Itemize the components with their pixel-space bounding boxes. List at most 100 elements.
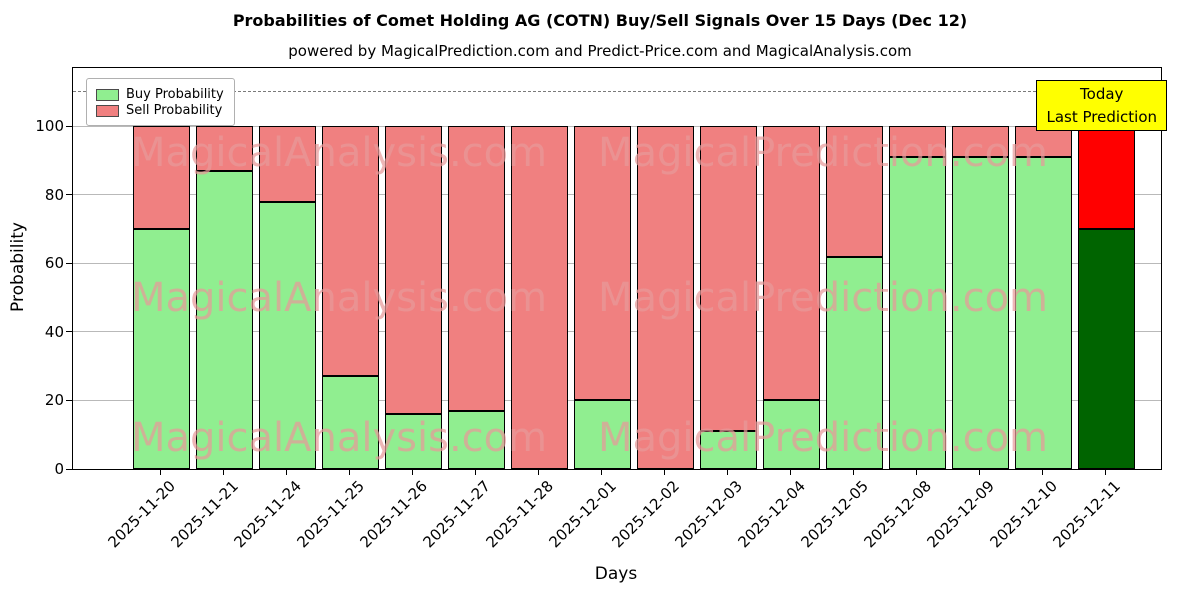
sell-segment-2025-12-08 [888, 126, 946, 158]
chart-subtitle: powered by MagicalPrediction.com and Pre… [288, 42, 912, 60]
bar-2025-11-25 [321, 126, 379, 469]
x-tick-mark-2025-11-20 [159, 470, 161, 475]
legend-item-buy: Buy Probability [96, 87, 224, 102]
bar-2025-12-10 [1014, 126, 1072, 469]
x-tick-label-2025-12-03: 2025-12-03 [671, 477, 746, 552]
bar-2025-11-21 [195, 126, 253, 469]
bar-2025-11-27 [447, 126, 505, 469]
bar-2025-11-26 [384, 126, 442, 469]
y-tick-label-20: 20 [44, 391, 64, 410]
sell-segment-2025-12-04 [762, 126, 820, 401]
x-tick-mark-2025-11-26 [411, 470, 413, 475]
sell-segment-2025-12-03 [699, 126, 757, 432]
y-tick-mark-60 [66, 262, 72, 264]
legend-item-sell: Sell Probability [96, 103, 224, 118]
bar-2025-12-01 [573, 126, 631, 469]
bar-2025-12-09 [951, 126, 1009, 469]
buy-segment-2025-12-04 [762, 400, 820, 469]
sell-segment-2025-11-21 [195, 126, 253, 171]
buy-probability-swatch [96, 88, 119, 101]
y-tick-label-60: 60 [44, 254, 64, 273]
x-tick-mark-2025-11-25 [348, 470, 350, 475]
buy-segment-2025-11-25 [321, 376, 379, 469]
x-tick-label-2025-12-01: 2025-12-01 [545, 477, 620, 552]
x-tick-mark-2025-12-09 [978, 470, 980, 475]
x-tick-label-2025-11-25: 2025-11-25 [293, 477, 368, 552]
y-tick-mark-40 [66, 331, 72, 333]
sell-segment-2025-12-05 [825, 126, 883, 257]
today-annotation: Today Last Prediction [1036, 80, 1167, 131]
sell-probability-swatch [96, 104, 119, 117]
sell-segment-2025-11-27 [447, 126, 505, 411]
sell-segment-2025-12-09 [951, 126, 1009, 158]
x-tick-label-2025-11-27: 2025-11-27 [419, 477, 494, 552]
sell-segment-2025-11-24 [258, 126, 316, 202]
bar-2025-11-20 [132, 126, 190, 469]
bar-2025-12-05 [825, 126, 883, 469]
x-axis-label: Days [594, 564, 638, 584]
x-tick-label-2025-12-08: 2025-12-08 [860, 477, 935, 552]
x-tick-label-2025-11-28: 2025-11-28 [482, 477, 557, 552]
sell-segment-2025-11-25 [321, 126, 379, 377]
sell-segment-2025-12-02 [636, 126, 694, 469]
bar-2025-12-02 [636, 126, 694, 469]
sell-segment-2025-11-20 [132, 126, 190, 230]
x-tick-mark-2025-11-24 [285, 470, 287, 475]
legend-label-buy: Buy Probability [126, 87, 224, 102]
upper-dashed-line [73, 91, 1161, 92]
x-tick-label-2025-11-26: 2025-11-26 [356, 477, 431, 552]
buy-segment-2025-11-24 [258, 201, 316, 469]
x-tick-mark-2025-11-28 [537, 470, 539, 475]
sell-segment-2025-11-28 [510, 126, 568, 469]
bar-2025-11-28 [510, 126, 568, 469]
x-tick-label-2025-12-09: 2025-12-09 [923, 477, 998, 552]
y-tick-label-40: 40 [44, 322, 64, 341]
y-tick-label-0: 0 [54, 460, 64, 478]
annotation-line-2: Last Prediction [1046, 107, 1157, 126]
chart-title: Probabilities of Comet Holding AG (COTN)… [232, 11, 968, 30]
buy-segment-2025-12-01 [573, 400, 631, 469]
x-tick-mark-2025-12-11 [1104, 470, 1106, 475]
x-tick-mark-2025-12-02 [663, 470, 665, 475]
annotation-line-1: Today [1080, 85, 1124, 103]
sell-segment-2025-12-01 [573, 126, 631, 401]
x-tick-label-2025-12-11: 2025-12-11 [1049, 477, 1124, 552]
legend: Buy Probability Sell Probability [86, 78, 235, 126]
bar-2025-12-03 [699, 126, 757, 469]
buy-segment-2025-12-03 [699, 431, 757, 469]
plot-area: Buy Probability Sell Probability Today L… [72, 67, 1167, 470]
buy-segment-2025-12-10 [1014, 157, 1072, 469]
buy-segment-2025-12-08 [888, 157, 946, 469]
y-tick-mark-100 [66, 125, 72, 127]
y-tick-label-80: 80 [44, 185, 64, 204]
buy-segment-2025-12-09 [951, 157, 1009, 469]
sell-segment-2025-12-11 [1077, 126, 1135, 230]
bar-2025-12-11 [1077, 126, 1135, 469]
x-tick-mark-2025-12-01 [600, 470, 602, 475]
legend-label-sell: Sell Probability [126, 103, 223, 118]
y-tick-mark-20 [66, 399, 72, 401]
buy-segment-2025-12-05 [825, 256, 883, 469]
x-tick-mark-2025-12-04 [789, 470, 791, 475]
buy-segment-2025-12-11 [1077, 229, 1135, 469]
sell-segment-2025-11-26 [384, 126, 442, 415]
y-tick-label-100: 100 [35, 117, 64, 136]
x-tick-mark-2025-11-21 [222, 470, 224, 475]
x-tick-label-2025-12-05: 2025-12-05 [797, 477, 872, 552]
x-tick-label-2025-12-02: 2025-12-02 [608, 477, 683, 552]
x-tick-mark-2025-12-05 [852, 470, 854, 475]
x-tick-label-2025-12-10: 2025-12-10 [986, 477, 1061, 552]
x-tick-mark-2025-11-27 [474, 470, 476, 475]
buy-segment-2025-11-20 [132, 229, 190, 469]
buy-segment-2025-11-27 [447, 410, 505, 469]
x-tick-label-2025-11-21: 2025-11-21 [167, 477, 242, 552]
bar-2025-11-24 [258, 126, 316, 469]
y-tick-mark-80 [66, 194, 72, 196]
sell-segment-2025-12-10 [1014, 126, 1072, 158]
buy-segment-2025-11-21 [195, 170, 253, 469]
x-tick-label-2025-11-20: 2025-11-20 [104, 477, 179, 552]
y-tick-mark-0 [66, 468, 72, 470]
bar-2025-12-08 [888, 126, 946, 469]
bar-2025-12-04 [762, 126, 820, 469]
buy-segment-2025-11-26 [384, 414, 442, 469]
